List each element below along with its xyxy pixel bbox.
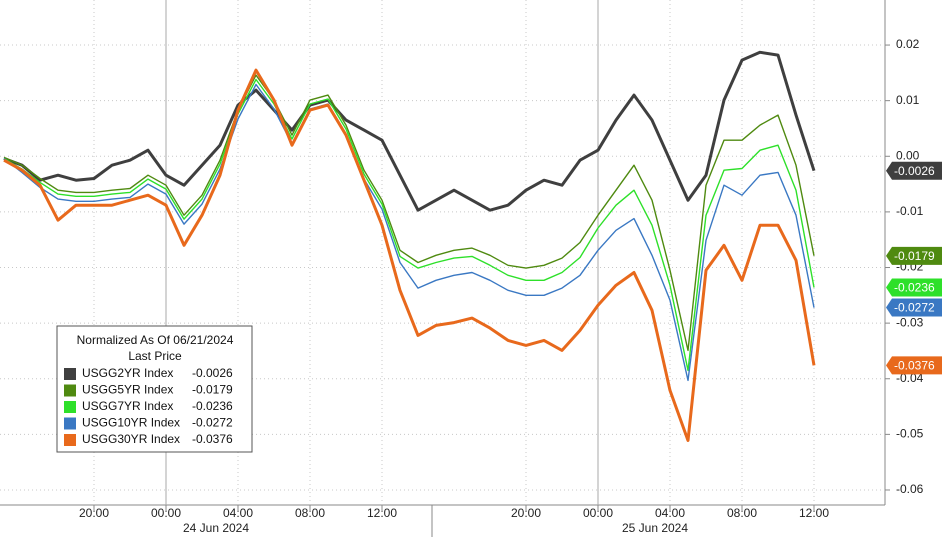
x-tick-label: 20:00 <box>79 506 109 520</box>
series-line <box>3 68 816 442</box>
x-tick-label: 00:00 <box>151 506 181 520</box>
date-label: 25 Jun 2024 <box>622 521 688 535</box>
legend-label: USGG30YR Index <box>82 432 180 446</box>
legend-swatch <box>64 368 76 380</box>
x-tick-label: 12:00 <box>367 506 397 520</box>
series-line <box>3 78 815 372</box>
legend-title: Normalized As Of 06/21/2024 <box>77 333 234 347</box>
legend-value: -0.0236 <box>192 399 233 413</box>
legend: Normalized As Of 06/21/2024 Last Price U… <box>56 325 253 453</box>
value-badge <box>886 246 942 265</box>
y-tick-label: -0.04 <box>896 371 924 385</box>
series-line <box>3 50 816 212</box>
x-tick-label: 04:00 <box>223 506 253 520</box>
value-badge <box>886 161 942 180</box>
legend-value: -0.0179 <box>192 383 233 397</box>
date-label: 24 Jun 2024 <box>183 521 249 535</box>
y-tick-label: 0.01 <box>896 93 920 107</box>
value-badge <box>886 356 942 375</box>
legend-label: USGG7YR Index <box>82 399 173 413</box>
legend-swatch <box>64 401 76 413</box>
legend-swatch <box>64 434 76 446</box>
x-tick-label: 08:00 <box>727 506 757 520</box>
legend-value: -0.0026 <box>192 366 233 380</box>
series-line <box>3 83 815 382</box>
y-tick-label: -0.05 <box>896 427 924 441</box>
legend-label: USGG2YR Index <box>82 366 173 380</box>
legend-swatch <box>64 417 76 430</box>
x-tick-label: 04:00 <box>655 506 685 520</box>
y-tick-label: 0.00 <box>896 148 920 162</box>
legend-value: -0.0272 <box>192 416 233 430</box>
value-badge-label: -0.0179 <box>894 249 935 263</box>
x-tick-label: 12:00 <box>799 506 829 520</box>
x-tick-label: 20:00 <box>511 506 541 520</box>
series-line <box>3 74 815 352</box>
y-tick-label: 0.02 <box>896 37 920 51</box>
legend-subtitle: Last Price <box>128 349 182 363</box>
y-tick-label: -0.03 <box>896 315 924 329</box>
value-badge-label: -0.0236 <box>894 281 935 295</box>
value-badge-label: -0.0376 <box>894 359 935 373</box>
legend-box <box>56 325 253 453</box>
legend-swatch <box>64 384 76 397</box>
value-badge-label: -0.0026 <box>894 164 935 178</box>
value-badge-label: -0.0272 <box>894 301 935 315</box>
legend-label: USGG5YR Index <box>82 383 173 397</box>
y-tick-label: -0.01 <box>896 204 924 218</box>
x-tick-label: 00:00 <box>583 506 613 520</box>
x-tick-label: 08:00 <box>295 506 325 520</box>
legend-value: -0.0376 <box>192 432 233 446</box>
value-badge <box>886 278 942 297</box>
legend-label: USGG10YR Index <box>82 416 180 430</box>
value-badge <box>886 298 942 317</box>
y-tick-label: -0.06 <box>896 482 924 496</box>
